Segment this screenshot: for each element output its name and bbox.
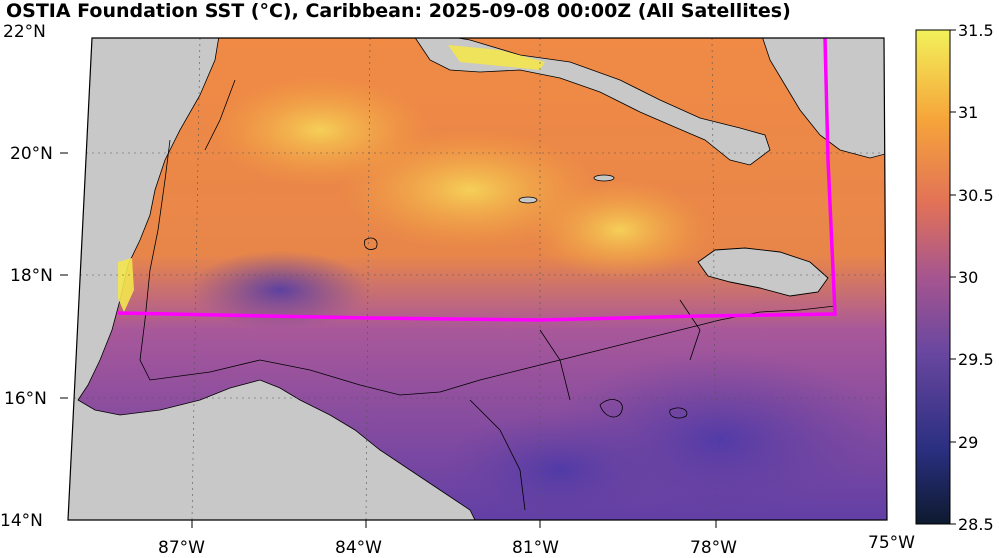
- lat-label: 20°N: [10, 144, 53, 164]
- lon-label: 81°W: [512, 538, 559, 558]
- colorbar-tick-label: 31.5: [958, 21, 994, 40]
- colorbar-tick-label: 30: [958, 268, 978, 287]
- colorbar-tick-label: 28.5: [958, 515, 994, 534]
- map-panel: [68, 38, 887, 520]
- colorbar-gradient: [915, 29, 951, 525]
- cool-patch: [190, 250, 370, 330]
- warm-patch: [530, 180, 710, 280]
- land-hispaniola: [759, 38, 887, 159]
- land-jamaica: [697, 247, 829, 297]
- colorbar-tick-label: 31: [958, 103, 978, 122]
- cool-patch: [440, 410, 680, 520]
- colorbar-tick-label: 29: [958, 433, 978, 452]
- lon-label: 78°W: [690, 538, 737, 558]
- land-central-america: [68, 38, 481, 520]
- lon-label: 87°W: [158, 538, 205, 558]
- land-cayman-islands: [593, 174, 615, 182]
- lat-label: 22°N: [3, 22, 46, 42]
- map-border: [67, 37, 888, 521]
- lon-label: 84°W: [335, 538, 382, 558]
- hot-coastal-strip: [118, 258, 134, 312]
- map-title: OSTIA Foundation SST (°C), Caribbean: 20…: [6, 0, 791, 22]
- tick-marks: [60, 152, 717, 528]
- colorbar: 31.5 31 30.5 30 29.5 29 28.5: [915, 21, 994, 534]
- warm-patch: [210, 75, 430, 185]
- colorbar-tick-label: 29.5: [958, 350, 994, 369]
- bathymetry-contours: [139, 79, 836, 511]
- hot-coastal-strip: [448, 45, 545, 70]
- lat-label: 16°N: [4, 389, 47, 409]
- lat-label: 14°N: [0, 511, 43, 531]
- graticule: [68, 38, 887, 520]
- lat-label: 18°N: [10, 266, 53, 286]
- lon-label: 75°W: [868, 533, 915, 553]
- land-cayman-islands: [518, 196, 538, 204]
- track-line: [117, 38, 837, 322]
- colorbar-tick-label: 30.5: [958, 186, 994, 205]
